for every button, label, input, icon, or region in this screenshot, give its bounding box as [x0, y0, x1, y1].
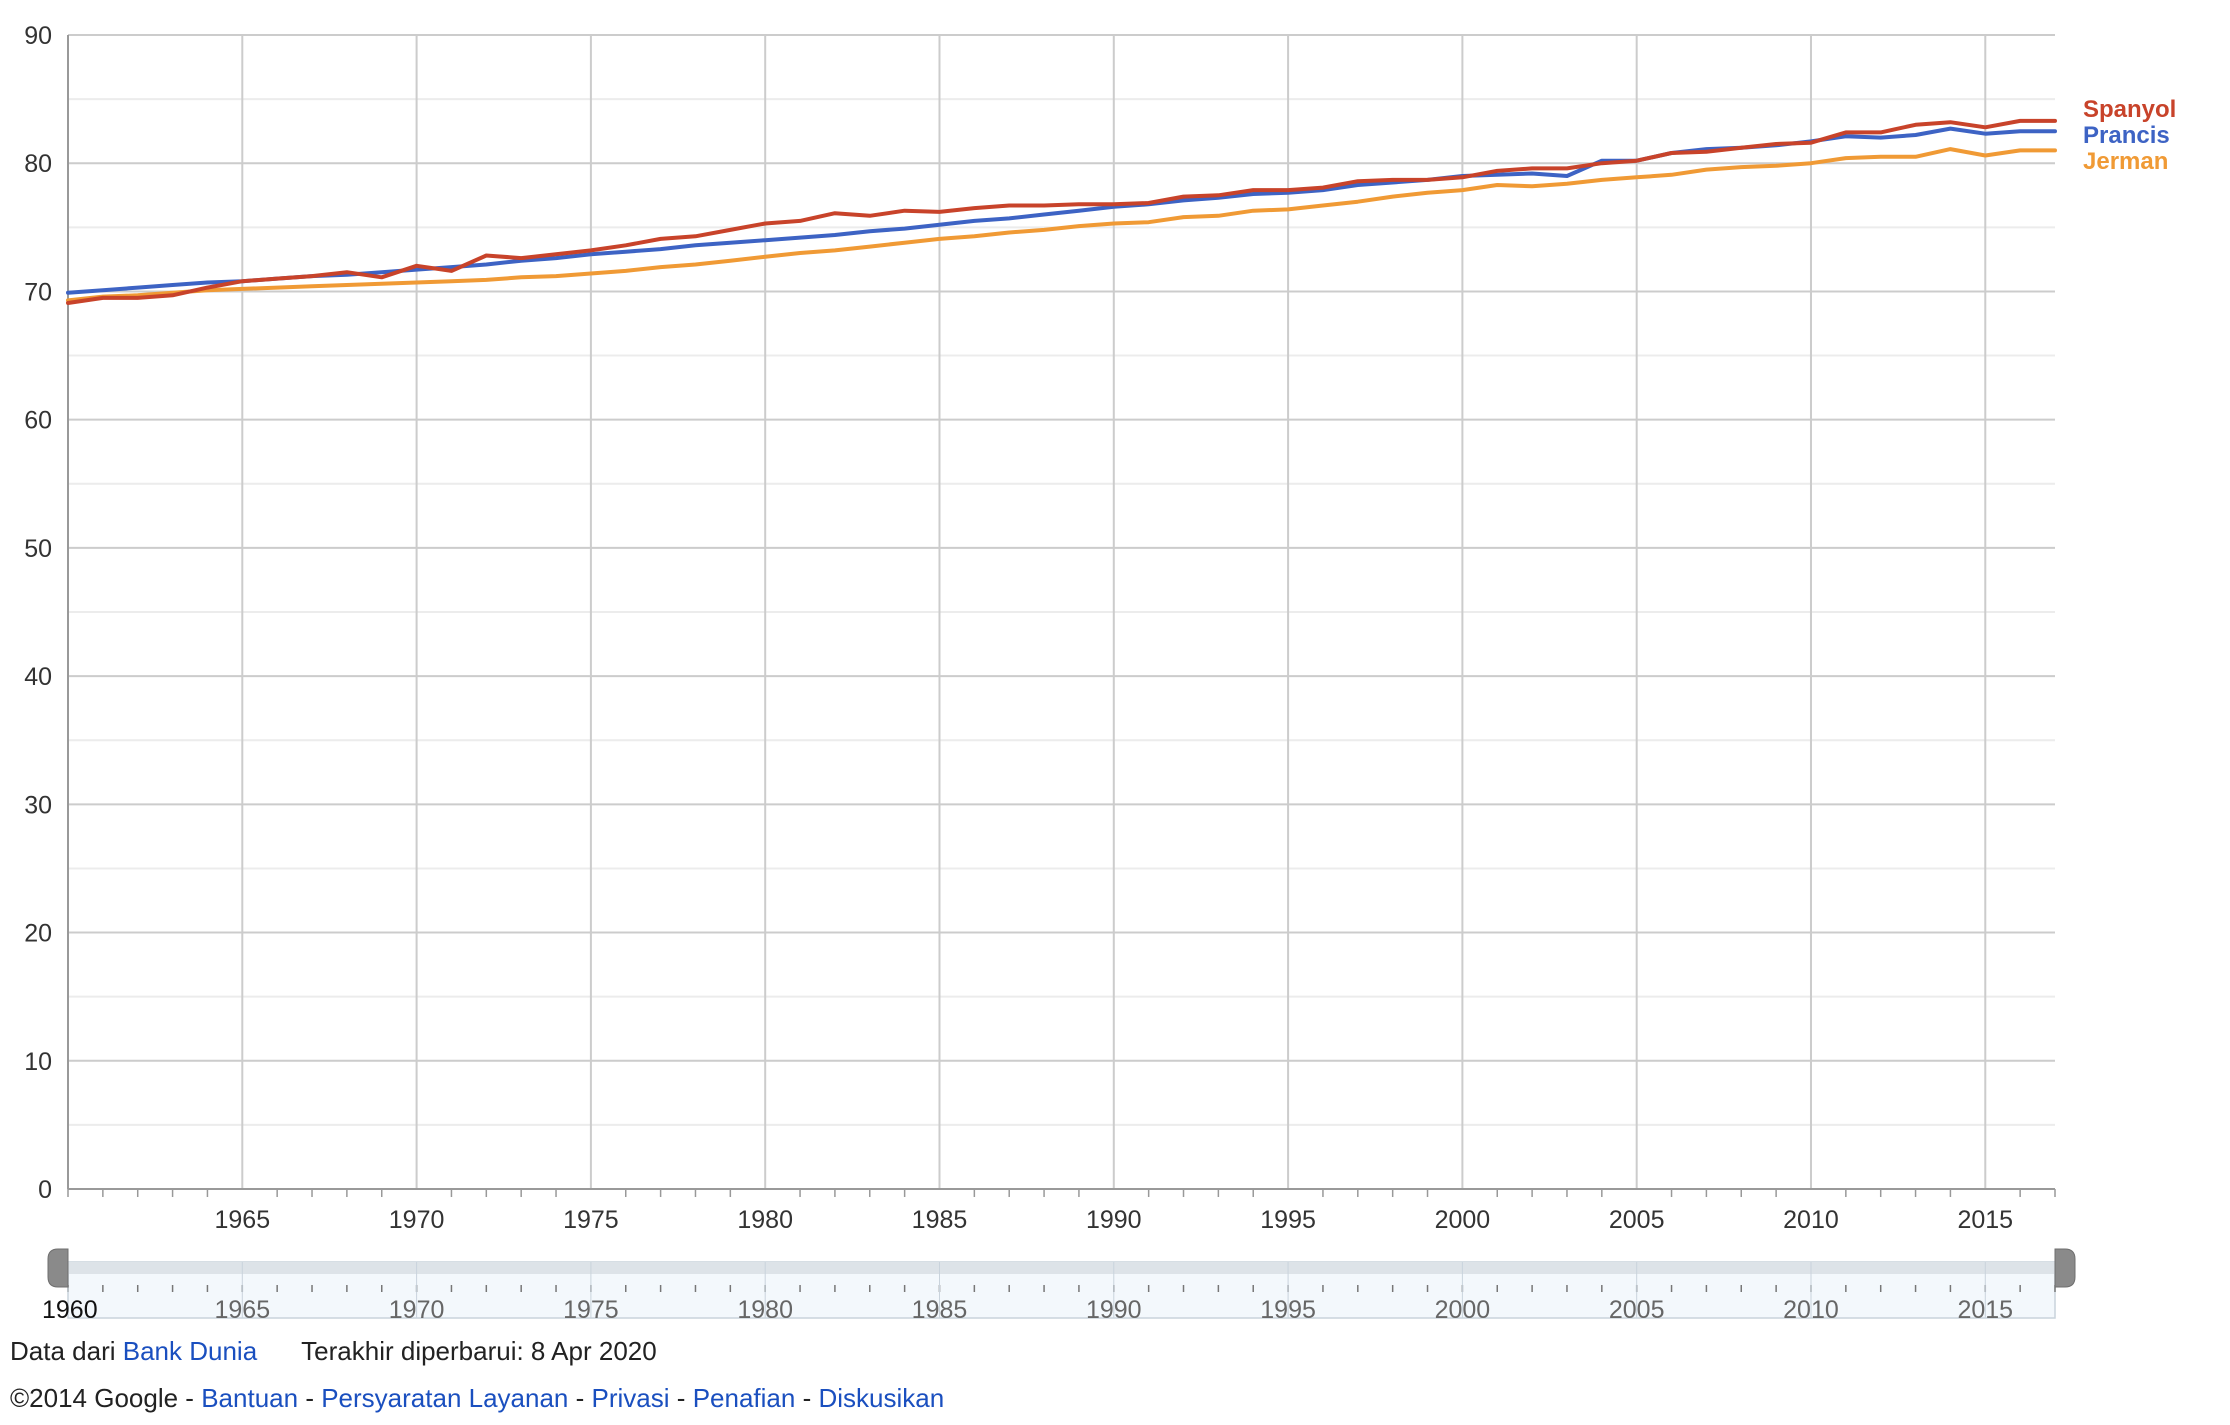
- x-tick-label: 2005: [1609, 1206, 1665, 1234]
- y-axis: 0 10 20 30 40 50 60 70 80 90: [24, 22, 52, 1204]
- help-link[interactable]: Bantuan: [201, 1383, 299, 1413]
- slider-tick-label: 1990: [1086, 1296, 1142, 1324]
- slider-tick-label: 2000: [1435, 1296, 1491, 1324]
- x-tick-label: 2015: [1957, 1206, 2013, 1234]
- x-tick-label: 1985: [912, 1206, 968, 1234]
- slider-tick-label: 1995: [1260, 1296, 1316, 1324]
- x-tick-label: 1990: [1086, 1206, 1142, 1234]
- slider-tick-label: 2015: [1957, 1296, 2013, 1324]
- legend-label-prancis: Prancis: [2083, 122, 2170, 149]
- grid: [67, 34, 2055, 1190]
- slider-tick-label: 1960: [42, 1296, 98, 1324]
- slider-tick-label: 1965: [214, 1296, 270, 1324]
- legend-label-spanyol: Spanyol: [2083, 96, 2176, 123]
- series-line-spanyol: [66, 118, 2057, 305]
- slider-tick-label: 2005: [1609, 1296, 1665, 1324]
- x-tick-label: 1980: [737, 1206, 793, 1234]
- source-prefix: Data dari: [10, 1336, 116, 1366]
- footer-legal: ©2014 Google - Bantuan - Persyaratan Lay…: [10, 1383, 945, 1413]
- slider-handle-right[interactable]: [2054, 1248, 2076, 1288]
- y-tick-label: 20: [24, 920, 52, 948]
- y-tick-label: 60: [24, 407, 52, 435]
- x-axis: 1965 1970 1975 1980 1985 1990 1995 2000 2005 2010…: [67, 1189, 2056, 1234]
- copyright: ©2014 Google: [10, 1383, 179, 1413]
- last-updated: Terakhir diperbarui: 8 Apr 2020: [301, 1336, 657, 1366]
- y-tick-label: 50: [24, 535, 52, 563]
- x-tick-label: 2000: [1435, 1206, 1491, 1234]
- series-line-prancis: [66, 126, 2057, 295]
- range-slider[interactable]: 1960 1965 1970 1975 1980 1985 1990 1995 2000 2005…: [42, 1248, 2076, 1324]
- bank-dunia-link[interactable]: Bank Dunia: [122, 1336, 258, 1366]
- slider-tick-label: 1985: [912, 1296, 968, 1324]
- x-tick-label: 1970: [389, 1206, 445, 1234]
- y-tick-label: 80: [24, 150, 52, 178]
- disclaimer-link[interactable]: Penafian: [692, 1383, 796, 1413]
- slider-tick-label: 1970: [389, 1296, 445, 1324]
- slider-tick-label: 2010: [1783, 1296, 1839, 1324]
- y-tick-label: 30: [24, 791, 52, 819]
- privacy-link[interactable]: Privasi: [591, 1383, 670, 1413]
- series-lines: [66, 118, 2057, 305]
- y-tick-label: 10: [24, 1048, 52, 1076]
- legend-label-jerman: Jerman: [2083, 148, 2168, 175]
- slider-tick-label: 1975: [563, 1296, 619, 1324]
- slider-tick-label: 1980: [737, 1296, 793, 1324]
- terms-link[interactable]: Persyaratan Layanan: [321, 1383, 569, 1413]
- x-tick-label: 2010: [1783, 1206, 1839, 1234]
- y-tick-label: 70: [24, 278, 52, 306]
- y-tick-label: 40: [24, 663, 52, 691]
- slider-handle-left[interactable]: [47, 1248, 69, 1288]
- x-tick-label: 1965: [214, 1206, 270, 1234]
- discuss-link[interactable]: Diskusikan: [818, 1383, 945, 1413]
- footer-source: Data dari Bank Dunia Terakhir diperbarui…: [10, 1336, 657, 1367]
- y-tick-label: 0: [38, 1176, 52, 1204]
- slider-selection-bar: [68, 1262, 2055, 1274]
- y-tick-label: 90: [24, 22, 52, 50]
- x-tick-label: 1995: [1260, 1206, 1316, 1234]
- series-line-jerman: [66, 147, 2057, 303]
- x-tick-label: 1975: [563, 1206, 619, 1234]
